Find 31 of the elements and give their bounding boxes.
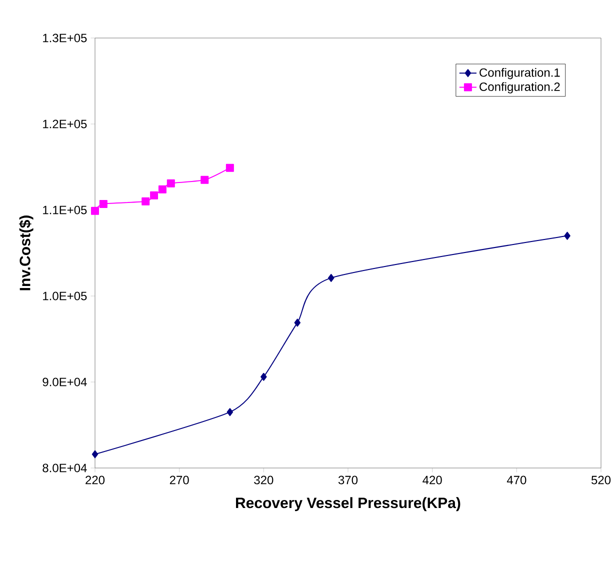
x-axis-title: Recovery Vessel Pressure(KPa) [236,497,460,512]
point [294,318,301,327]
y-tick-label: 1.1E+05 [43,206,87,214]
point [99,200,108,208]
point [260,372,267,381]
x-tick-label: 220 [86,476,105,484]
point [564,232,570,240]
point [166,179,175,188]
legend-label: Configuration.2 [480,82,560,94]
y-tick-label: 1.2E+05 [43,120,87,128]
x-tick-label: 320 [254,476,274,484]
x-tick-label: 270 [170,476,189,484]
point [226,408,234,416]
y-tick-label: 1.3E+05 [43,34,87,42]
point [328,274,334,282]
point [91,206,100,215]
point [92,450,98,458]
point [158,185,166,194]
point [142,197,150,206]
x-tick-label: 370 [338,476,358,484]
x-tick-label: 420 [422,476,442,484]
y-tick-label: 8.0E+04 [42,464,87,472]
x-tick-label: 470 [506,476,526,484]
y-tick-label: 1.0E+05 [43,292,87,300]
x-tick-label: 520 [591,476,611,484]
point [150,191,158,200]
y-axis-title: Inv.Cost($) [19,216,34,290]
point [200,176,209,184]
point [226,164,234,172]
y-tick-label: 9.0E+04 [42,378,87,386]
legend-label: Configuration.1 [480,68,560,80]
